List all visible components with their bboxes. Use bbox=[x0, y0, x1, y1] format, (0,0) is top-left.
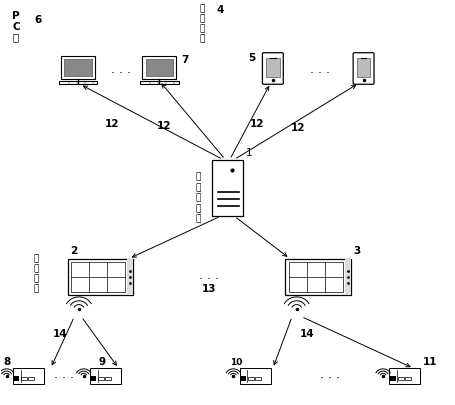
FancyBboxPatch shape bbox=[90, 369, 121, 384]
Text: . . .: . . . bbox=[319, 368, 339, 381]
FancyBboxPatch shape bbox=[390, 376, 396, 381]
FancyBboxPatch shape bbox=[398, 377, 404, 380]
FancyBboxPatch shape bbox=[263, 53, 283, 85]
FancyBboxPatch shape bbox=[59, 82, 97, 85]
Text: 智
能
网
关: 智 能 网 关 bbox=[33, 254, 39, 292]
FancyBboxPatch shape bbox=[68, 259, 133, 295]
Text: 11: 11 bbox=[423, 356, 437, 367]
FancyBboxPatch shape bbox=[240, 369, 271, 384]
FancyBboxPatch shape bbox=[357, 59, 370, 78]
FancyBboxPatch shape bbox=[61, 57, 95, 80]
Text: . . .: . . . bbox=[111, 63, 131, 76]
Text: 3: 3 bbox=[354, 245, 361, 255]
Text: 1: 1 bbox=[246, 148, 252, 158]
FancyBboxPatch shape bbox=[146, 60, 173, 77]
Text: 12: 12 bbox=[157, 121, 171, 131]
Text: 移
动
终
端: 移 动 终 端 bbox=[200, 5, 205, 43]
Text: . . .: . . . bbox=[199, 269, 219, 281]
FancyBboxPatch shape bbox=[91, 376, 96, 381]
FancyBboxPatch shape bbox=[21, 377, 27, 380]
Text: 7: 7 bbox=[181, 55, 189, 65]
FancyBboxPatch shape bbox=[142, 57, 177, 80]
Text: 8: 8 bbox=[3, 356, 10, 367]
FancyBboxPatch shape bbox=[14, 376, 19, 381]
Text: 4: 4 bbox=[216, 5, 223, 15]
FancyBboxPatch shape bbox=[285, 259, 351, 295]
FancyBboxPatch shape bbox=[345, 259, 351, 295]
FancyBboxPatch shape bbox=[353, 53, 374, 85]
FancyBboxPatch shape bbox=[241, 376, 246, 381]
Text: 13: 13 bbox=[202, 284, 217, 294]
Text: 6: 6 bbox=[35, 15, 42, 25]
Text: 12: 12 bbox=[250, 119, 264, 129]
FancyBboxPatch shape bbox=[255, 377, 261, 380]
FancyBboxPatch shape bbox=[127, 259, 133, 295]
Text: 中
央
服
务
器: 中 央 服 务 器 bbox=[195, 172, 201, 223]
FancyBboxPatch shape bbox=[106, 377, 111, 380]
FancyBboxPatch shape bbox=[13, 369, 44, 384]
FancyBboxPatch shape bbox=[71, 262, 125, 292]
Text: 9: 9 bbox=[98, 356, 106, 367]
FancyBboxPatch shape bbox=[289, 262, 343, 292]
FancyBboxPatch shape bbox=[212, 160, 243, 217]
FancyBboxPatch shape bbox=[266, 59, 280, 78]
FancyBboxPatch shape bbox=[64, 60, 91, 77]
FancyBboxPatch shape bbox=[248, 377, 254, 380]
Text: . . .: . . . bbox=[54, 368, 74, 381]
FancyBboxPatch shape bbox=[405, 377, 411, 380]
Text: . . .: . . . bbox=[310, 63, 330, 76]
Text: 12: 12 bbox=[105, 119, 119, 129]
Text: 2: 2 bbox=[70, 245, 77, 255]
Text: 14: 14 bbox=[299, 329, 314, 339]
Text: 14: 14 bbox=[52, 329, 67, 339]
Text: 5: 5 bbox=[248, 53, 255, 63]
Text: 10: 10 bbox=[230, 357, 242, 367]
Text: P
C
机: P C 机 bbox=[12, 11, 20, 42]
FancyBboxPatch shape bbox=[98, 377, 104, 380]
FancyBboxPatch shape bbox=[28, 377, 34, 380]
FancyBboxPatch shape bbox=[389, 369, 420, 384]
FancyBboxPatch shape bbox=[140, 82, 179, 85]
Text: 12: 12 bbox=[291, 123, 305, 133]
